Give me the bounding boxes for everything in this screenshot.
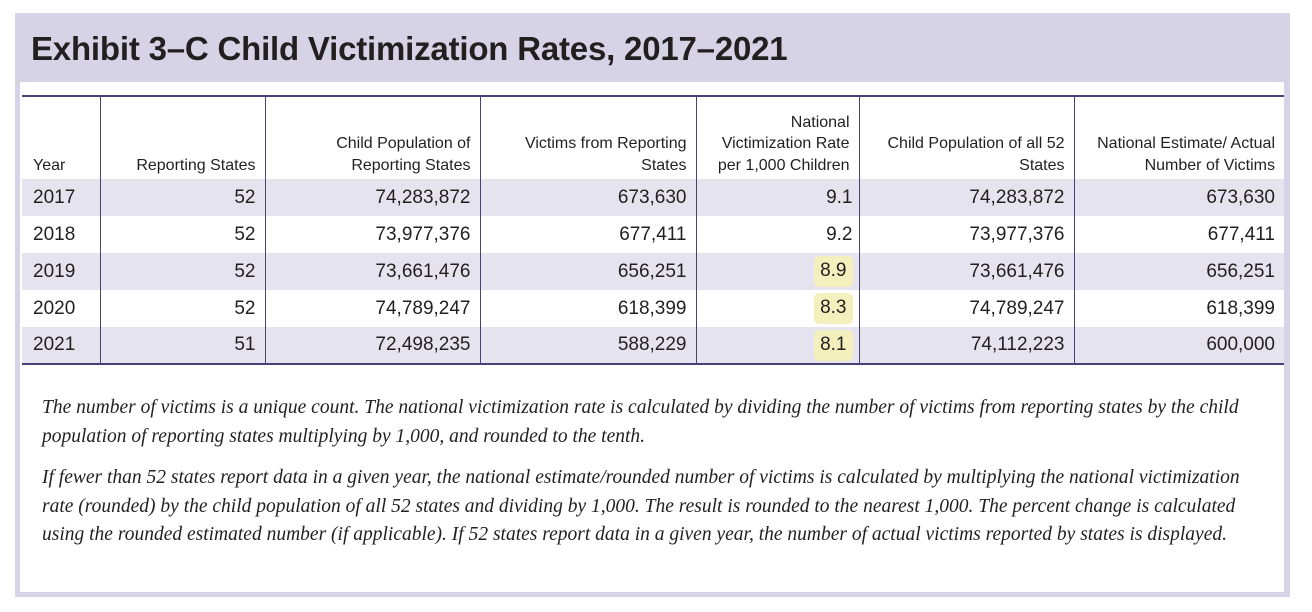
- cell-year: 2018: [22, 216, 100, 253]
- table-row: 2018 52 73,977,376 677,411 9.2 73,977,37…: [22, 216, 1284, 253]
- table-panel: Year Reporting States Child Population o…: [20, 82, 1284, 592]
- table-header-row: Year Reporting States Child Population o…: [22, 96, 1284, 179]
- cell-reporting-states: 52: [99, 290, 265, 327]
- col-header-child-pop-reporting: Child Population of Reporting States: [264, 96, 480, 179]
- col-header-rate: National Victimization Rate per 1,000 Ch…: [695, 96, 859, 179]
- cell-child-pop-reporting: 74,789,247: [264, 290, 480, 327]
- col-header-reporting-states: Reporting States: [99, 96, 265, 179]
- rate-value: 8.9: [814, 256, 853, 287]
- exhibit-frame: Exhibit 3–C Child Victimization Rates, 2…: [15, 13, 1290, 597]
- note-paragraph: If fewer than 52 states report data in a…: [42, 467, 1240, 545]
- col-header-child-pop-all: Child Population of all 52 States: [858, 96, 1074, 179]
- cell-victims-reporting: 588,229: [479, 327, 696, 364]
- exhibit-title: Exhibit 3–C Child Victimization Rates, 2…: [31, 30, 788, 67]
- table-notes: The number of victims is a unique count.…: [42, 394, 1267, 563]
- cell-victims-reporting: 677,411: [479, 216, 696, 253]
- cell-national-estimate: 677,411: [1073, 216, 1284, 253]
- cell-reporting-states: 52: [99, 253, 265, 290]
- cell-year: 2019: [22, 253, 100, 290]
- cell-year: 2017: [22, 179, 100, 216]
- cell-child-pop-all: 74,283,872: [858, 179, 1074, 216]
- rate-value: 9.2: [826, 223, 853, 245]
- cell-child-pop-reporting: 73,977,376: [264, 216, 480, 253]
- rate-value: 9.1: [826, 186, 853, 208]
- cell-reporting-states: 52: [99, 179, 265, 216]
- col-header-victims-reporting: Victims from Reporting States: [479, 96, 696, 179]
- cell-child-pop-all: 74,112,223: [858, 327, 1074, 364]
- table-row: 2019 52 73,661,476 656,251 8.9 73,661,47…: [22, 253, 1284, 290]
- cell-reporting-states: 51: [99, 327, 265, 364]
- cell-year: 2021: [22, 327, 100, 364]
- cell-victims-reporting: 673,630: [479, 179, 696, 216]
- rate-value: 8.3: [814, 293, 853, 324]
- victimization-table: Year Reporting States Child Population o…: [22, 95, 1284, 365]
- cell-child-pop-reporting: 74,283,872: [264, 179, 480, 216]
- cell-victims-reporting: 618,399: [479, 290, 696, 327]
- cell-child-pop-all: 74,789,247: [858, 290, 1074, 327]
- cell-national-estimate: 600,000: [1073, 327, 1284, 364]
- cell-rate: 9.1: [695, 179, 859, 216]
- cell-national-estimate: 656,251: [1073, 253, 1284, 290]
- col-header-national-estimate: National Estimate/ Actual Number of Vict…: [1073, 96, 1284, 179]
- cell-rate: 8.1: [695, 327, 859, 364]
- cell-rate: 9.2: [695, 216, 859, 253]
- col-header-year: Year: [33, 156, 66, 174]
- cell-child-pop-reporting: 73,661,476: [264, 253, 480, 290]
- table-row: 2017 52 74,283,872 673,630 9.1 74,283,87…: [22, 179, 1284, 216]
- rate-value: 8.1: [814, 329, 853, 361]
- cell-rate: 8.9: [695, 253, 859, 290]
- cell-national-estimate: 618,399: [1073, 290, 1284, 327]
- table-row: 2021 51 72,498,235 588,229 8.1 74,112,22…: [22, 327, 1284, 364]
- cell-child-pop-all: 73,661,476: [858, 253, 1074, 290]
- table-row: 2020 52 74,789,247 618,399 8.3 74,789,24…: [22, 290, 1284, 327]
- cell-victims-reporting: 656,251: [479, 253, 696, 290]
- cell-child-pop-reporting: 72,498,235: [264, 327, 480, 364]
- note-paragraph: The number of victims is a unique count.…: [42, 397, 1239, 447]
- cell-child-pop-all: 73,977,376: [858, 216, 1074, 253]
- cell-rate: 8.3: [695, 290, 859, 327]
- cell-year: 2020: [22, 290, 100, 327]
- cell-reporting-states: 52: [99, 216, 265, 253]
- cell-national-estimate: 673,630: [1073, 179, 1284, 216]
